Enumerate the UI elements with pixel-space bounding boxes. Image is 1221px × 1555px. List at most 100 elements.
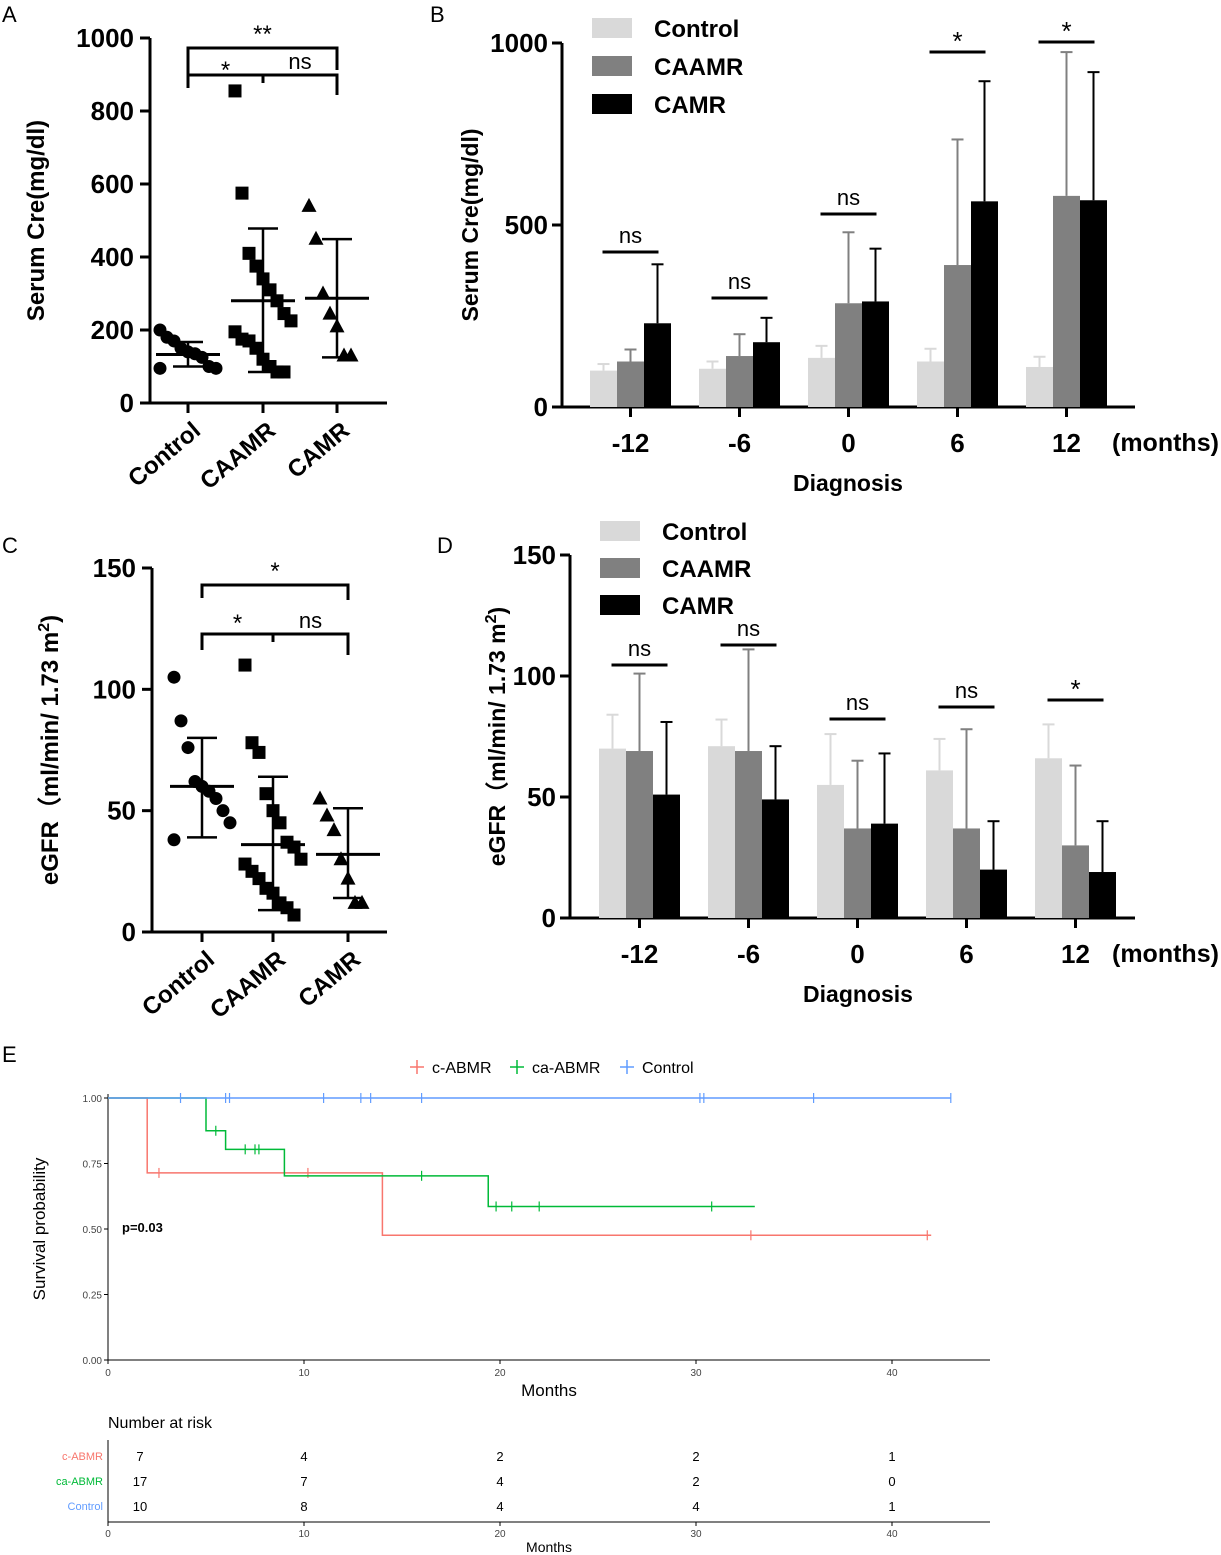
data-point-circle <box>174 714 188 728</box>
risk-count: 4 <box>692 1499 699 1514</box>
data-point-square <box>249 259 263 273</box>
legend-swatch <box>592 94 632 114</box>
panel-label-d: D <box>437 533 453 558</box>
bar-control <box>1026 366 1053 407</box>
data-point-square <box>249 341 263 355</box>
panel-b-bars: 0 500 1000 -12 ns -6 ns 0 ns 6 * 12 * (months) Diagnos… <box>457 16 1219 496</box>
y-axis-label: Serum Cre(mg/dl) <box>457 129 483 322</box>
bar-camr <box>753 342 780 407</box>
legend-swatch <box>592 56 632 76</box>
x-tick-label: 12 <box>1052 428 1081 458</box>
risk-x-tick-label: 20 <box>494 1529 506 1540</box>
y-tick-label: 800 <box>91 96 134 126</box>
x-tick-label: -6 <box>728 428 751 458</box>
y-axis-label: eGFR（ml/min/ 1.73 m2) <box>483 607 510 866</box>
bar-camr <box>644 323 671 407</box>
bar-camr <box>980 869 1007 918</box>
data-point-square <box>259 787 273 801</box>
y-tick-label: 200 <box>91 315 134 345</box>
data-point-circle <box>216 804 230 818</box>
bar-camr <box>762 799 789 918</box>
sig-bracket <box>263 73 339 95</box>
risk-x-tick-label: 30 <box>690 1529 702 1540</box>
data-point-triangle <box>354 894 370 909</box>
x-axis-label: Diagnosis <box>793 470 903 496</box>
data-point-square <box>242 246 256 260</box>
x-tick-label: -12 <box>621 939 659 969</box>
risk-x-axis-label: Months <box>526 1539 572 1555</box>
x-tick-label: -12 <box>612 428 650 458</box>
y-tick-label: 0 <box>122 917 136 947</box>
data-point-circle <box>167 670 181 684</box>
bar-caamr <box>617 361 644 407</box>
legend-label: Control <box>654 16 739 43</box>
legend-label: CAMR <box>662 593 734 620</box>
risk-row-label: c-ABMR <box>62 1451 103 1463</box>
sig-label: ns <box>846 690 869 715</box>
data-point-triangle <box>322 305 338 320</box>
legend-label: CAMR <box>654 92 726 119</box>
sig-label: * <box>233 610 242 637</box>
risk-count: 10 <box>133 1499 147 1514</box>
bar-caamr <box>953 828 980 918</box>
x-tick-label: 6 <box>950 428 964 458</box>
bar-control <box>926 770 953 918</box>
risk-count: 7 <box>136 1449 143 1464</box>
panel-d-bars: 0 50 100 150 -12 ns -6 ns 0 ns 6 ns 12 * (months) Diagn… <box>483 519 1219 1007</box>
panel-label-e: E <box>2 1042 17 1067</box>
data-point-square <box>235 186 249 200</box>
data-point-triangle <box>326 822 342 837</box>
x-unit-label: (months) <box>1112 429 1219 457</box>
data-point-square <box>263 283 277 297</box>
risk-count: 17 <box>133 1474 147 1489</box>
bar-caamr <box>1062 845 1089 918</box>
y-tick-label: 0.50 <box>83 1225 103 1236</box>
y-tick-label: 0 <box>542 903 556 933</box>
sig-label: * <box>221 57 230 84</box>
y-tick-label: 0 <box>534 392 548 422</box>
x-tick-label: -6 <box>737 939 760 969</box>
y-tick-label: 1000 <box>76 23 134 53</box>
y-tick-label: 0.00 <box>83 1356 103 1367</box>
x-tick-label: 40 <box>886 1368 898 1379</box>
sig-label: * <box>952 26 962 56</box>
data-point-circle <box>181 741 195 755</box>
sig-bracket <box>273 632 350 655</box>
bar-control <box>817 784 844 918</box>
sig-bracket <box>200 632 275 650</box>
risk-count: 1 <box>888 1499 895 1514</box>
x-axis-label: Diagnosis <box>803 981 913 1007</box>
bar-camr <box>871 823 898 918</box>
sig-label: * <box>270 558 279 585</box>
bar-caamr <box>844 828 871 918</box>
risk-x-tick-label: 10 <box>298 1529 310 1540</box>
risk-count: 7 <box>300 1474 307 1489</box>
data-point-circle <box>209 792 223 806</box>
risk-count: 0 <box>888 1474 895 1489</box>
data-point-circle <box>167 833 181 847</box>
bar-control <box>808 357 835 407</box>
data-point-triangle <box>308 230 324 245</box>
x-tick-label: 12 <box>1061 939 1090 969</box>
risk-count: 2 <box>496 1449 503 1464</box>
bar-control <box>599 748 626 918</box>
sig-bracket <box>186 73 265 88</box>
legend-swatch <box>600 521 640 541</box>
legend-swatch <box>600 595 640 615</box>
x-tick-label: Control <box>123 417 206 493</box>
data-point-square <box>238 658 252 672</box>
risk-count: 2 <box>692 1474 699 1489</box>
legend-swatch <box>592 18 632 38</box>
y-tick-label: 0.25 <box>83 1291 103 1302</box>
x-tick-label: CAAMR <box>205 946 291 1024</box>
panel-label-a: A <box>2 2 17 27</box>
data-point-circle <box>153 361 167 375</box>
y-tick-label: 500 <box>505 210 548 240</box>
sig-label: * <box>1061 16 1071 46</box>
data-point-triangle <box>301 197 317 212</box>
survival-curve-c-abmr <box>108 1097 932 1237</box>
data-point-square <box>294 852 308 866</box>
risk-count: 2 <box>692 1449 699 1464</box>
risk-count: 8 <box>300 1499 307 1514</box>
